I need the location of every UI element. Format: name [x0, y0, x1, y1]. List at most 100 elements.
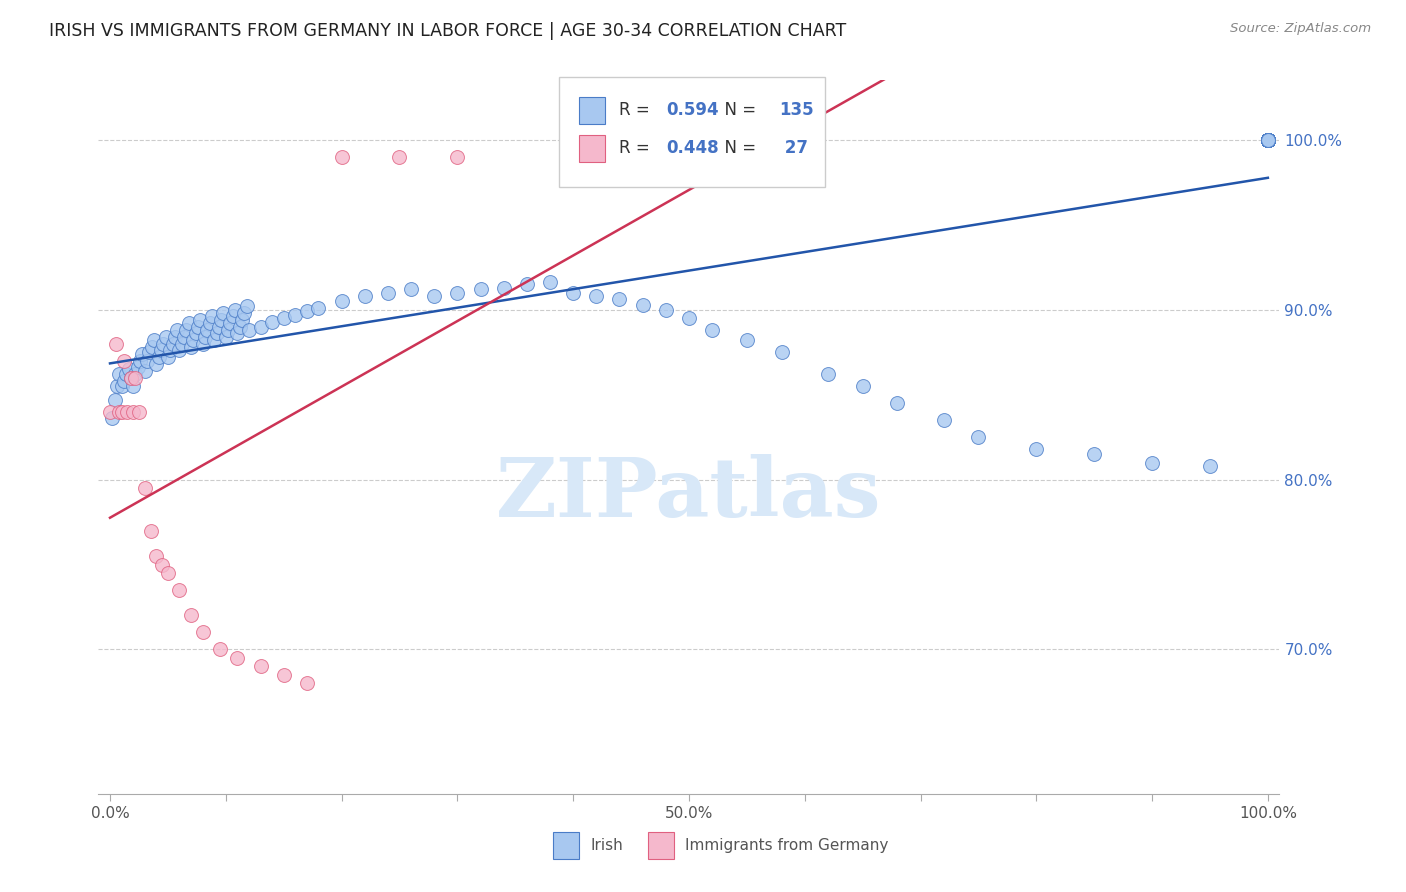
Point — [202, 333, 225, 347]
Point — [700, 323, 723, 337]
Point — [1257, 133, 1279, 147]
Point — [110, 379, 132, 393]
Point — [1257, 133, 1279, 147]
Point — [852, 379, 875, 393]
Point — [446, 150, 468, 164]
Point — [1257, 133, 1279, 147]
Text: R =: R = — [619, 139, 655, 157]
Point — [1257, 133, 1279, 147]
Point — [134, 364, 156, 378]
Point — [215, 330, 238, 344]
Point — [122, 379, 145, 393]
FancyBboxPatch shape — [579, 135, 605, 161]
Point — [145, 549, 167, 563]
Point — [1257, 133, 1279, 147]
Point — [156, 350, 179, 364]
Point — [1257, 133, 1279, 147]
Point — [295, 304, 318, 318]
Point — [208, 319, 231, 334]
Point — [585, 289, 607, 303]
Point — [1257, 133, 1279, 147]
Point — [1257, 133, 1279, 147]
Point — [1257, 133, 1279, 147]
Point — [1257, 133, 1279, 147]
Point — [1257, 133, 1279, 147]
Point — [399, 282, 422, 296]
Point — [1257, 133, 1279, 147]
Point — [516, 277, 538, 292]
FancyBboxPatch shape — [560, 77, 825, 187]
Point — [1257, 133, 1279, 147]
Point — [284, 308, 307, 322]
Point — [149, 343, 172, 358]
Point — [1257, 133, 1279, 147]
Point — [212, 306, 235, 320]
Point — [163, 330, 186, 344]
Point — [655, 302, 678, 317]
Point — [1257, 133, 1279, 147]
Text: 135: 135 — [779, 102, 813, 120]
Point — [562, 150, 585, 164]
Point — [1257, 133, 1279, 147]
Point — [177, 316, 200, 330]
Point — [233, 306, 256, 320]
Point — [115, 368, 138, 382]
Point — [108, 368, 131, 382]
Point — [176, 323, 198, 337]
Point — [112, 374, 135, 388]
Point — [1257, 133, 1279, 147]
Point — [169, 343, 191, 358]
Point — [120, 370, 142, 384]
Point — [235, 299, 257, 313]
FancyBboxPatch shape — [579, 96, 605, 124]
Point — [1257, 133, 1279, 147]
Point — [377, 285, 399, 300]
Point — [1257, 133, 1279, 147]
Point — [166, 323, 188, 337]
Point — [209, 313, 232, 327]
Point — [1025, 442, 1047, 456]
Point — [1257, 133, 1279, 147]
Point — [1199, 458, 1222, 473]
Point — [117, 362, 139, 376]
Point — [224, 302, 246, 317]
Point — [155, 330, 177, 344]
Point — [1257, 133, 1279, 147]
Point — [330, 150, 353, 164]
Point — [205, 326, 228, 341]
Point — [1257, 133, 1279, 147]
Point — [148, 350, 170, 364]
Text: Immigrants from Germany: Immigrants from Germany — [685, 838, 889, 853]
Point — [194, 330, 217, 344]
Point — [145, 357, 167, 371]
Point — [1257, 133, 1279, 147]
Point — [141, 340, 163, 354]
Point — [226, 326, 249, 341]
Point — [886, 396, 908, 410]
Point — [609, 293, 631, 307]
Point — [492, 280, 515, 294]
Point — [129, 353, 152, 368]
FancyBboxPatch shape — [648, 831, 673, 859]
Point — [101, 411, 124, 425]
Point — [330, 294, 353, 309]
Point — [112, 353, 135, 368]
Point — [183, 333, 205, 347]
Point — [1257, 133, 1279, 147]
Point — [1257, 133, 1279, 147]
Point — [470, 282, 492, 296]
Point — [122, 404, 145, 418]
Text: IRISH VS IMMIGRANTS FROM GERMANY IN LABOR FORCE | AGE 30-34 CORRELATION CHART: IRISH VS IMMIGRANTS FROM GERMANY IN LABO… — [49, 22, 846, 40]
Text: N =: N = — [714, 139, 761, 157]
Point — [249, 659, 271, 673]
Point — [191, 625, 214, 640]
Point — [156, 566, 179, 580]
Point — [143, 333, 166, 347]
Point — [446, 285, 468, 300]
Point — [735, 333, 758, 347]
Point — [208, 642, 231, 657]
Point — [120, 370, 142, 384]
Point — [159, 343, 181, 358]
Point — [1257, 133, 1279, 147]
Point — [423, 289, 446, 303]
